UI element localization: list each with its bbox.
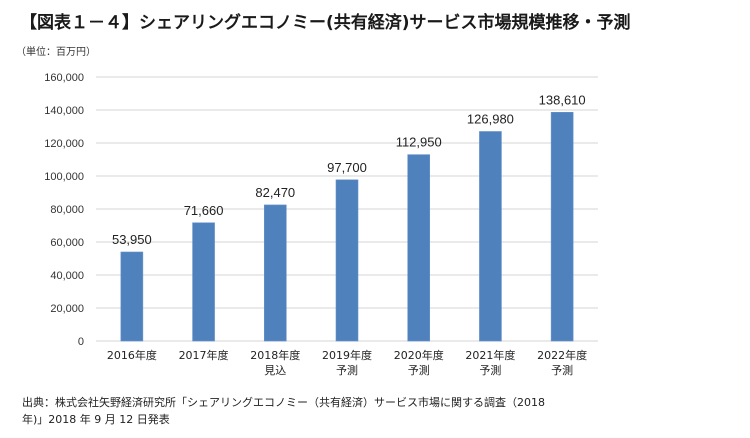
x-tick-label: 2020年度 [394, 348, 444, 362]
chart-title: 【図表１－４】シェアリングエコノミー(共有経済)サービス市場規模推移・予測 [20, 13, 631, 33]
bar [550, 111, 574, 342]
data-label: 53,950 [112, 232, 152, 247]
source-line-1: 出典：株式会社矢野経済研究所「シェアリングエコノミー（共有経済）サービス市場に関… [22, 396, 545, 409]
bar [335, 179, 359, 342]
bars [120, 111, 574, 342]
x-tick-sublabel: 予測 [408, 363, 430, 377]
data-label: 138,610 [539, 92, 586, 107]
y-tick-label: 160,000 [44, 72, 84, 84]
data-label: 82,470 [255, 185, 295, 200]
x-tick-sublabel: 見込 [264, 364, 286, 377]
unit-label: （単位：百万円） [16, 47, 96, 58]
bar [120, 251, 144, 342]
x-axis-tick-labels: 2016年度 2017年度 2018年度見込2019年度予測2020年度予測2021… [107, 348, 587, 377]
data-label: 71,660 [184, 203, 224, 218]
x-tick-label: 2022年度 [537, 348, 587, 362]
data-label: 112,950 [396, 135, 442, 150]
x-tick-label: 2018年度 [250, 348, 300, 362]
bar-chart: 0 20,000 40,000 60,000 80,000 100,000 120,000 1… [44, 72, 598, 377]
x-tick-sublabel: 予測 [551, 363, 573, 377]
y-tick-label: 40,000 [50, 270, 84, 282]
x-tick-label: 2016年度 [107, 348, 157, 362]
data-label: 126,980 [467, 111, 514, 126]
data-label: 97,700 [327, 160, 367, 175]
source-line-2: 年)」2018 年 9 月 12 日発表 [22, 413, 170, 426]
x-tick-sublabel: 予測 [336, 363, 358, 377]
source-note: 出典：株式会社矢野経済研究所「シェアリングエコノミー（共有経済）サービス市場に関… [22, 394, 722, 428]
bar [407, 154, 431, 342]
y-tick-label: 80,000 [50, 204, 84, 216]
x-tick-sublabel: 予測 [479, 363, 501, 377]
x-tick-label: 2019年度 [322, 348, 372, 362]
y-tick-label: 100,000 [44, 171, 84, 183]
y-tick-label: 120,000 [44, 138, 84, 150]
x-tick-label: 2017年度 [179, 348, 229, 362]
bar [192, 222, 215, 342]
y-tick-label: 60,000 [50, 237, 84, 249]
bar [263, 204, 287, 342]
y-tick-label: 0 [78, 336, 84, 348]
y-axis-tick-labels: 0 20,000 40,000 60,000 80,000 100,000 120,000 1… [44, 72, 84, 348]
y-tick-label: 140,000 [44, 105, 84, 117]
y-tick-label: 20,000 [50, 303, 84, 315]
data-labels: 53,950 71,660 82,470 97,700 112,950 126,980 13… [112, 92, 586, 247]
x-tick-label: 2021年度 [465, 348, 515, 362]
bar [479, 131, 502, 342]
